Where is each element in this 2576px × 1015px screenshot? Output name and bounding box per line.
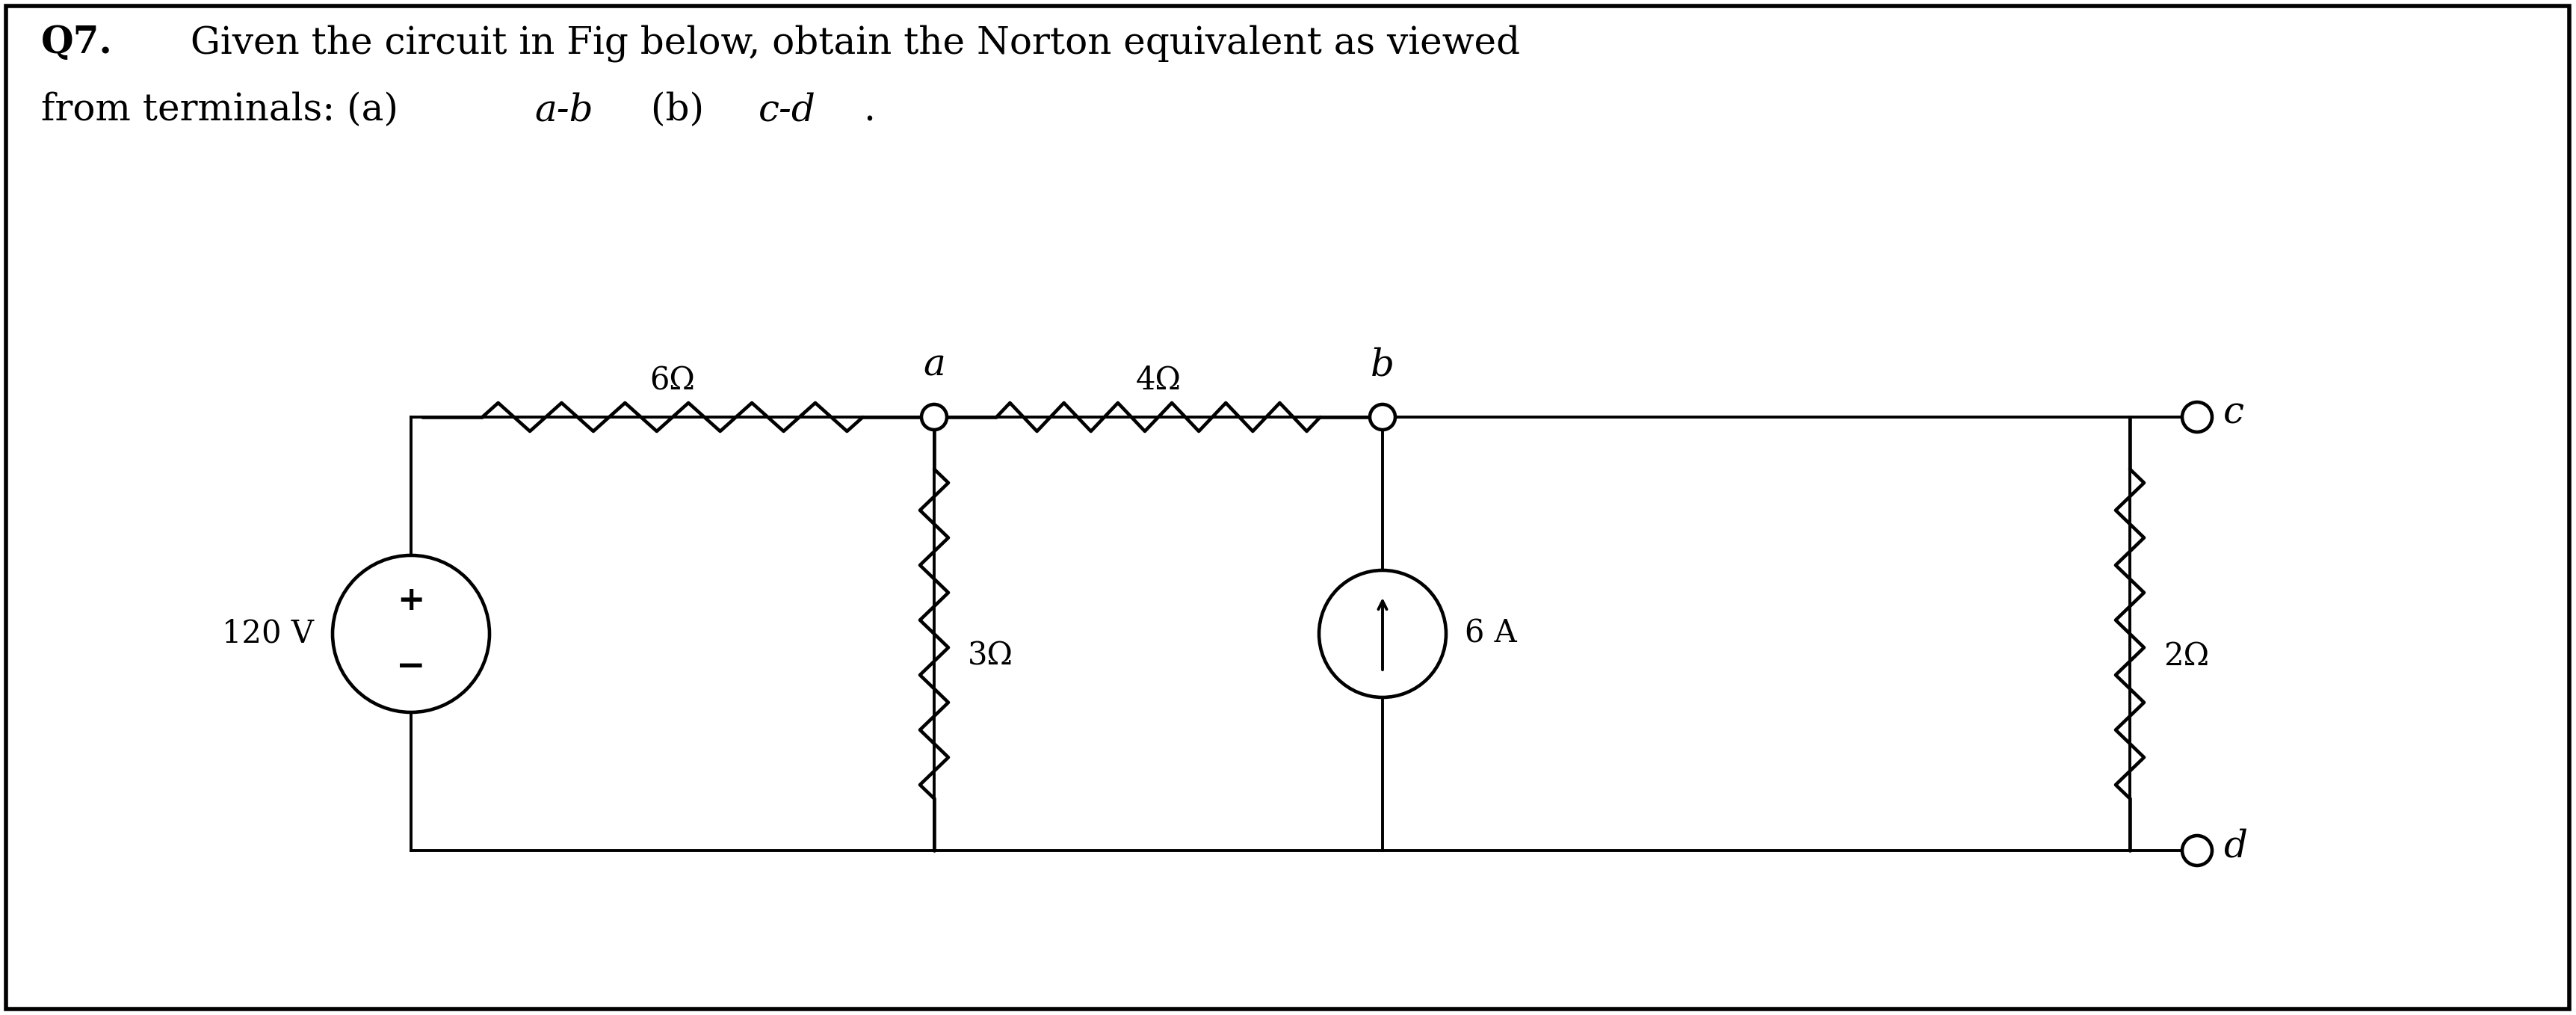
Text: b: b <box>1370 346 1394 384</box>
Text: (b): (b) <box>639 92 716 129</box>
Text: 120 V: 120 V <box>222 618 314 650</box>
Text: 3Ω: 3Ω <box>969 640 1012 672</box>
Circle shape <box>2182 402 2210 432</box>
Circle shape <box>2182 835 2210 866</box>
Text: a-b: a-b <box>533 92 592 129</box>
Text: from terminals: (a): from terminals: (a) <box>41 92 410 129</box>
Text: 2Ω: 2Ω <box>2164 640 2208 672</box>
Text: +: + <box>397 585 425 617</box>
Text: 6 A: 6 A <box>1463 618 1517 650</box>
Text: 4Ω: 4Ω <box>1136 364 1180 396</box>
Text: −: − <box>397 650 425 683</box>
Text: c-d: c-d <box>757 92 817 129</box>
Text: a: a <box>922 346 945 384</box>
FancyBboxPatch shape <box>5 6 2568 1009</box>
Text: Given the circuit in Fig below, obtain the Norton equivalent as viewed: Given the circuit in Fig below, obtain t… <box>191 24 1520 62</box>
Text: c: c <box>2223 395 2244 431</box>
Text: d: d <box>2223 828 2246 866</box>
Circle shape <box>922 404 945 429</box>
Text: 6Ω: 6Ω <box>649 364 696 396</box>
Text: Q7.: Q7. <box>41 24 113 61</box>
Circle shape <box>1370 404 1394 429</box>
Text: .: . <box>863 92 876 129</box>
